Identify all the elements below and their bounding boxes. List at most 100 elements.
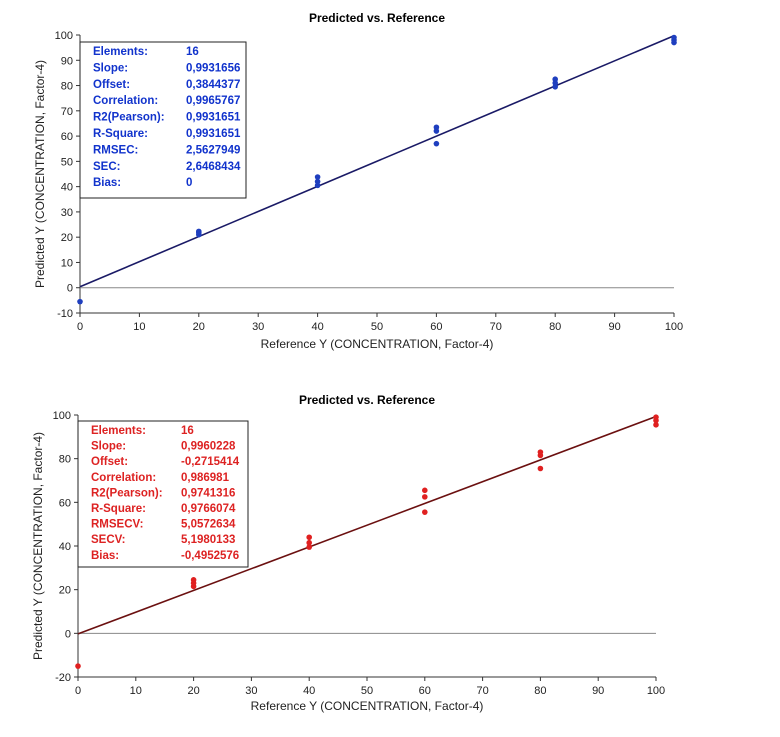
x-tick-label: 70 [490,321,502,333]
y-tick-label: 100 [53,410,71,422]
x-tick-label: 20 [187,685,199,697]
data-point [190,577,197,583]
stat-value: 0 [186,177,192,189]
x-tick-label: 30 [245,685,257,697]
y-tick-label: 30 [61,207,73,219]
x-tick-label: 10 [133,321,145,333]
y-tick-label: 60 [61,131,73,143]
stat-value: 2,6468434 [186,161,241,173]
x-tick-label: 80 [549,321,561,333]
data-point [552,76,558,83]
x-tick-label: 90 [608,321,620,333]
stat-value: 5,1980133 [181,534,235,546]
x-axis-label: Reference Y (CONCENTRATION, Factor-4) [251,699,484,713]
stat-value: 0,9741316 [181,487,235,499]
data-point [433,140,440,147]
data-point [433,124,440,131]
x-tick-label: 0 [77,321,83,333]
x-tick-label: 30 [252,321,264,333]
stat-value: 0,9931651 [186,128,241,140]
stat-value: 2,5627949 [186,144,240,156]
data-point [75,663,81,669]
stats-box [77,420,249,568]
stat-value: 0,9931651 [186,112,241,124]
data-point [422,509,428,515]
data-point [306,539,313,546]
y-tick-label: 70 [61,106,73,118]
y-tick-label: 60 [59,497,71,509]
y-axis-label: Predicted Y (CONCENTRATION, Factor-4) [31,432,45,660]
chart-validation: Predicted vs. Reference -20 0 20 40 60 80 100 0 1… [31,393,665,713]
data-point [77,298,83,305]
stat-value: 0,3844377 [186,79,240,91]
y-tick-label: 90 [61,55,73,67]
stat-label: SECV: [91,534,126,546]
stat-label: R2(Pearson): [93,112,165,124]
x-tick-label: 50 [361,685,373,697]
x-tick-label: 40 [311,321,323,333]
stat-value: 16 [181,425,194,437]
y-tick-label: 0 [65,628,71,640]
stat-label: RMSECV: [91,519,143,531]
stat-label: RMSEC: [93,144,138,156]
stat-label: Correlation: [91,472,156,484]
stat-value: 16 [186,46,199,58]
data-point [306,534,313,541]
y-tick-label: 100 [55,30,73,42]
y-tick-label: 40 [59,541,71,553]
data-point [671,34,677,41]
stat-label: R-Square: [91,503,146,515]
stat-label: Slope: [91,441,126,453]
stat-label: Offset: [93,79,130,91]
stat-label: Elements: [91,425,146,437]
stat-label: SEC: [93,161,120,173]
regression-line [77,415,657,635]
data-point [537,449,544,455]
stat-label: Bias: [93,177,121,189]
x-tick-label: 40 [303,685,315,697]
data-point [314,174,321,180]
y-tick-label: 20 [59,585,71,597]
x-tick-label: 50 [371,321,383,333]
x-axis-label: Reference Y (CONCENTRATION, Factor-4) [261,337,494,351]
stat-value: -0,2715414 [181,456,240,468]
x-tick-label: 90 [592,685,604,697]
stat-value: 0,9766074 [181,503,236,515]
data-point [537,465,544,472]
data-point [306,544,313,550]
x-tick-label: 70 [476,685,488,697]
stat-value: 0,9960228 [181,441,236,453]
stat-label: Elements: [93,46,148,58]
x-tick-label: 60 [430,321,442,333]
x-tick-label: 10 [130,685,142,697]
y-axis-label: Predicted Y (CONCENTRATION, Factor-4) [33,60,47,288]
stat-value: 0,9931656 [186,62,240,74]
y-tick-label: 0 [67,283,73,295]
y-tick-label: -20 [55,672,71,684]
stat-label: Slope: [93,62,128,74]
chart-title: Predicted vs. Reference [309,11,445,25]
data-point [653,414,659,420]
x-tick-label: 20 [193,321,205,333]
stat-value: -0,4952576 [181,550,239,562]
chart-calibration: Predicted vs. Reference -10 0 10 20 30 40 50 60 7… [33,11,683,351]
x-tick-label: 60 [419,685,431,697]
data-point [196,228,202,235]
y-tick-label: 20 [61,232,73,244]
stat-value: 5,0572634 [181,519,236,531]
stat-label: R-Square: [93,128,148,140]
data-point [314,178,321,185]
regression-line [79,35,675,288]
stat-label: Correlation: [93,95,158,107]
stat-value: 0,986981 [181,472,230,484]
stat-value: 0,9965767 [186,95,240,107]
stat-label: Offset: [91,456,128,468]
stats-box [79,41,247,199]
stat-label: Bias: [91,550,119,562]
x-tick-label: 80 [534,685,546,697]
y-tick-label: 80 [61,81,73,93]
x-tick-label: 100 [647,685,665,697]
data-point [422,487,428,494]
y-tick-label: 50 [61,156,73,168]
y-tick-label: 40 [61,182,73,194]
